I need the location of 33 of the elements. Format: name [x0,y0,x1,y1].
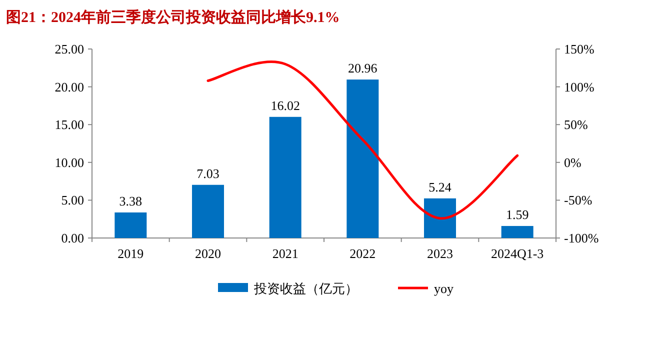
legend-label: yoy [434,281,454,296]
data-label: 20.96 [348,60,378,76]
bar [269,116,302,238]
bar [346,80,379,238]
data-label: 3.38 [119,193,142,208]
y2-tick-label: 150% [564,42,594,56]
y-tick-label: 10.00 [54,154,84,170]
x-tick-label: 2019 [118,246,144,261]
x-tick-label: 2022 [350,246,376,261]
bar [501,226,534,238]
y2-tick-label: -100% [564,230,599,246]
bar [192,184,224,238]
x-tick-label: 2021 [272,246,298,261]
x-tick-label: 2020 [195,246,221,261]
x-tick-label: 2023 [427,246,453,261]
bar [114,212,147,238]
y-tick-label: 15.00 [54,117,84,132]
data-label: 1.59 [506,206,529,222]
y2-tick-label: 50% [564,117,588,132]
y2-tick-label: 100% [564,79,594,94]
y-tick-label: 5.00 [61,192,84,208]
y2-tick-label: -50% [564,192,592,208]
data-label: 5.24 [428,179,452,194]
data-label: 16.02 [270,98,300,113]
data-label: 7.03 [196,166,220,181]
y2-tick-label: 0% [564,154,582,170]
chart-title: 图21：2024年前三季度公司投资收益同比增长9.1% [6,8,340,26]
x-tick-label: 2024Q1-3 [490,246,544,261]
legend-label: 投资收益（亿元） [253,281,358,296]
y-tick-label: 0.00 [61,230,84,246]
y-tick-label: 25.00 [54,42,84,56]
y-tick-label: 20.00 [54,79,84,94]
bar [424,198,456,238]
